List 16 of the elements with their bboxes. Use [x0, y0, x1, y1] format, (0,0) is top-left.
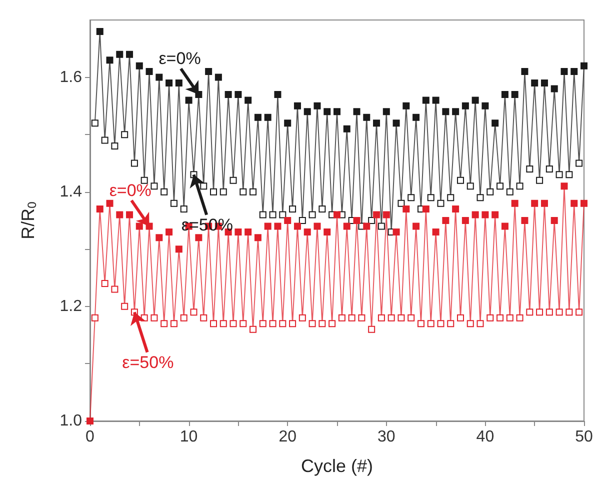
- y-tick-label: 1.2: [60, 298, 82, 315]
- x-axis-title: Cycle (#): [300, 456, 374, 476]
- x-tick-label: 30: [378, 428, 396, 446]
- annotation: ε=0%: [109, 180, 152, 200]
- y-tick-label: 1.4: [60, 183, 82, 200]
- y-tick-label: 1.6: [60, 68, 82, 86]
- x-tick-label: 10: [180, 428, 198, 446]
- x-tick-label: 50: [575, 428, 593, 446]
- y-tick-label: 1.0: [60, 412, 82, 430]
- x-tick-label: 40: [476, 428, 494, 446]
- annotation: ε=0%: [158, 49, 201, 68]
- y-axis-title: R/R0: [18, 201, 39, 240]
- annotation: ε=50%: [122, 353, 174, 372]
- x-tick-label: 20: [278, 428, 297, 446]
- x-tick-label: 0: [86, 428, 95, 446]
- annotation: ε=50%: [181, 216, 233, 235]
